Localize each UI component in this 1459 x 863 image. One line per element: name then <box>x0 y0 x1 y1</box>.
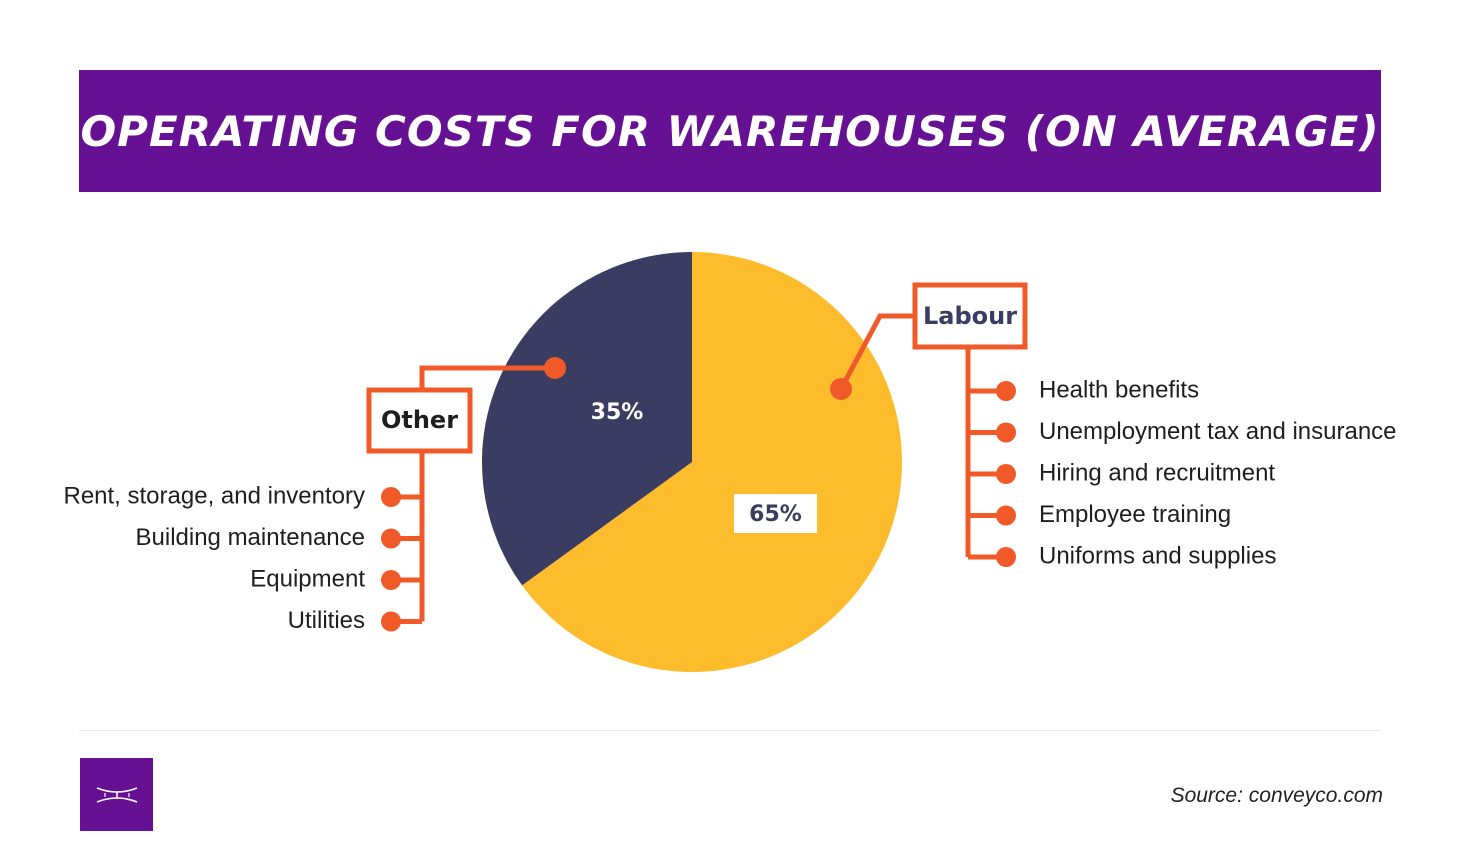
labour-leader-dot <box>830 378 852 400</box>
other-item-bullet <box>381 528 401 549</box>
labour-box-label: Labour <box>923 302 1017 330</box>
pct-label-other: 35% <box>591 400 644 425</box>
conveyor-logo-icon <box>80 758 153 831</box>
other-box <box>366 387 473 454</box>
other-item-label: Building maintenance <box>136 524 366 551</box>
page-title: OPERATING COSTS FOR WAREHOUSES (ON AVERA… <box>80 106 1380 156</box>
pie-slice-labour <box>522 252 903 672</box>
other-item-bullet <box>381 570 401 590</box>
labour-item-bullet <box>996 381 1016 401</box>
labour-item-bullet <box>996 547 1016 567</box>
labour-item-bullet <box>996 505 1016 526</box>
labour-leader-line <box>838 313 915 391</box>
footer-divider <box>79 730 1381 731</box>
labour-item-label: Unemployment tax and insurance <box>1039 418 1397 445</box>
title-banner: OPERATING COSTS FOR WAREHOUSES (ON AVERA… <box>79 70 1381 192</box>
labour-item-label: Uniforms and supplies <box>1039 542 1276 569</box>
other-item-bullet <box>381 611 401 632</box>
labour-item-label: Employee training <box>1039 501 1231 528</box>
pct-label-box-labour <box>734 494 817 533</box>
pct-label-labour: 65% <box>749 502 802 527</box>
other-item-label: Utilities <box>288 607 365 634</box>
source-credit: Source: conveyco.com <box>1170 784 1383 807</box>
other-box-label: Other <box>381 406 458 434</box>
labour-item-bullet <box>996 464 1016 484</box>
labour-box <box>912 282 1028 350</box>
other-item-bullet <box>381 487 401 507</box>
pie-slice-other <box>482 252 692 586</box>
other-leader-dot <box>544 357 566 379</box>
other-leader-line <box>419 365 555 390</box>
labour-item-label: Health benefits <box>1039 376 1199 403</box>
other-item-label: Equipment <box>250 565 365 592</box>
labour-item-bullet <box>996 422 1016 443</box>
labour-item-label: Hiring and recruitment <box>1039 459 1275 486</box>
other-item-label: Rent, storage, and inventory <box>63 482 365 509</box>
